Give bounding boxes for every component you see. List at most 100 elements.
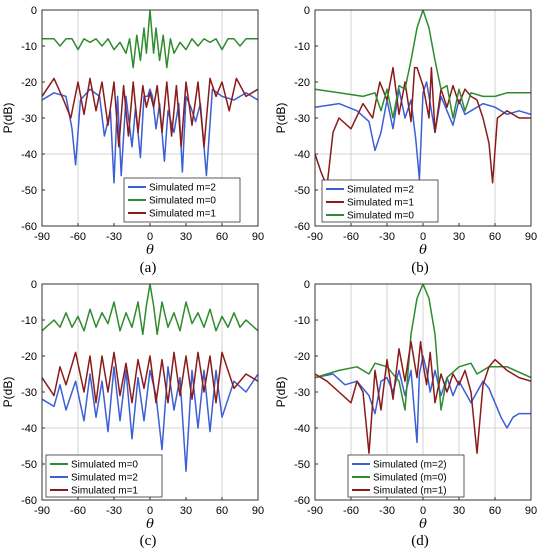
y-tick-label: -10 <box>294 41 310 53</box>
y-axis-label: P(dB) <box>1 103 15 134</box>
x-tick-label: -30 <box>106 231 122 243</box>
x-tick-label: -90 <box>307 505 323 517</box>
x-tick-label: 30 <box>180 505 192 517</box>
x-tick-label: -90 <box>34 505 50 517</box>
series-line-1 <box>42 284 258 336</box>
y-tick-label: -50 <box>294 459 310 471</box>
series-line-2 <box>315 66 531 188</box>
x-tick-label: 90 <box>252 505 264 517</box>
panel-label: (b) <box>411 260 429 276</box>
series-line-1 <box>315 81 531 180</box>
y-axis-label: P(dB) <box>1 377 15 408</box>
y-tick-label: -30 <box>294 387 310 399</box>
y-tick-label: -50 <box>294 185 310 197</box>
y-tick-label: -60 <box>294 221 310 233</box>
series-line-3 <box>315 10 531 119</box>
x-tick-label: 60 <box>489 231 501 243</box>
x-tick-label: -60 <box>343 505 359 517</box>
x-tick-label: 90 <box>525 505 537 517</box>
y-tick-label: 0 <box>31 5 37 17</box>
legend-entry: Simulated (m=2) <box>373 460 447 471</box>
x-tick-label: -90 <box>307 231 323 243</box>
y-tick-label: 0 <box>304 5 310 17</box>
x-tick-label: -60 <box>70 505 86 517</box>
y-tick-label: -60 <box>21 495 37 507</box>
y-tick-label: -10 <box>21 41 37 53</box>
chart-panel-c: -90 -60 -30 0 30 60 900-10-20-30-40-50-60P(dB)… <box>1 279 264 549</box>
x-tick-label: 30 <box>453 231 465 243</box>
x-tick-label: 60 <box>216 505 228 517</box>
legend-entry: Simulated m=1 <box>71 486 138 497</box>
legend-entry: Simulated m=0 <box>347 211 414 222</box>
y-tick-label: -40 <box>294 149 310 161</box>
legend-entry: Simulated m=0 <box>149 196 216 207</box>
legend: Simulated m=0 Simulated m=2 Simulated m=1 <box>45 454 163 498</box>
x-tick-label: -30 <box>379 231 395 243</box>
y-tick-label: -60 <box>294 495 310 507</box>
y-tick-label: -30 <box>294 113 310 125</box>
x-tick-label: -60 <box>70 231 86 243</box>
series-line-2 <box>42 366 258 472</box>
y-axis-label: P(dB) <box>274 103 288 134</box>
legend-entry: Simulated (m=1) <box>373 486 447 497</box>
x-tick-label: 0 <box>147 505 153 517</box>
legend-entry: Simulated m=2 <box>149 183 216 194</box>
y-tick-label: -60 <box>21 221 37 233</box>
x-tick-label: -30 <box>106 505 122 517</box>
y-tick-label: -10 <box>294 315 310 327</box>
panel-label: (d) <box>411 533 429 549</box>
legend: Simulated (m=2) Simulated (m=0) Simulated … <box>347 454 465 498</box>
legend-entry: Simulated m=1 <box>347 198 414 209</box>
series-line-3 <box>315 340 531 454</box>
y-tick-label: -30 <box>21 113 37 125</box>
x-tick-label: 0 <box>420 231 426 243</box>
series-line-3 <box>42 77 258 148</box>
x-tick-label: -90 <box>34 231 50 243</box>
y-tick-label: -50 <box>21 459 37 471</box>
chart-panel-a: -90 -60 -30 0 30 60 900-10-20-30-40-50-60P(dB)… <box>1 5 264 276</box>
y-tick-label: -20 <box>21 351 37 363</box>
y-tick-label: 0 <box>31 279 37 291</box>
x-tick-label: 60 <box>216 231 228 243</box>
y-tick-label: -10 <box>21 315 37 327</box>
x-tick-label: 30 <box>180 231 192 243</box>
x-tick-label: -60 <box>343 231 359 243</box>
chart-panel-b: -90 -60 -30 0 30 60 900-10-20-30-40-50-60P(dB)… <box>274 5 537 276</box>
series-line-3 <box>42 351 258 404</box>
series-line-1 <box>315 355 531 444</box>
y-tick-label: -40 <box>21 149 37 161</box>
legend-entry: Simulated m=1 <box>149 209 216 220</box>
y-tick-label: -40 <box>21 423 37 435</box>
legend-entry: Simulated m=2 <box>71 473 138 484</box>
panel-label: (a) <box>140 260 157 276</box>
series-line-2 <box>315 284 531 411</box>
y-tick-label: -20 <box>21 77 37 89</box>
panel-label: (c) <box>140 533 157 549</box>
y-tick-label: 0 <box>304 279 310 291</box>
legend-entry: Simulated (m=0) <box>373 473 447 484</box>
legend-entry: Simulated m=0 <box>71 460 138 471</box>
y-tick-label: -30 <box>21 387 37 399</box>
legend-entry: Simulated m=2 <box>347 185 414 196</box>
x-axis-label: θ <box>419 517 427 532</box>
x-axis-label: θ <box>146 517 154 532</box>
y-tick-label: -40 <box>294 423 310 435</box>
x-tick-label: 90 <box>525 231 537 243</box>
y-tick-label: -20 <box>294 77 310 89</box>
y-axis-label: P(dB) <box>274 377 288 408</box>
x-tick-label: 0 <box>147 231 153 243</box>
legend: Simulated m=2 Simulated m=1 Simulated m=0 <box>321 179 439 223</box>
series-line-2 <box>42 10 258 69</box>
x-tick-label: 90 <box>252 231 264 243</box>
x-tick-label: -30 <box>379 505 395 517</box>
y-tick-label: -20 <box>294 351 310 363</box>
chart-panel-d: -90 -60 -30 0 30 60 900-10-20-30-40-50-60P(dB)… <box>274 279 537 549</box>
x-axis-label: θ <box>146 243 154 258</box>
y-tick-label: -50 <box>21 185 37 197</box>
x-tick-label: 30 <box>453 505 465 517</box>
legend: Simulated m=2 Simulated m=0 Simulated m=1 <box>123 177 241 223</box>
x-tick-label: 60 <box>489 505 501 517</box>
x-tick-label: 0 <box>420 505 426 517</box>
x-axis-label: θ <box>419 243 427 258</box>
